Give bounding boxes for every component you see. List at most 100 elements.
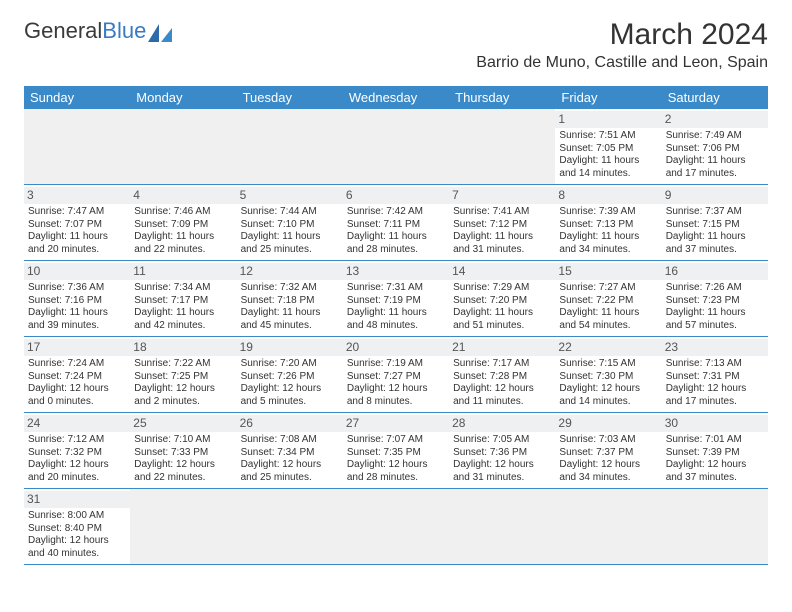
day-number: 10 [24, 263, 130, 280]
day-cell: 18Sunrise: 7:22 AMSunset: 7:25 PMDayligh… [130, 337, 236, 413]
day-sunset: Sunset: 7:34 PM [241, 447, 339, 460]
day-cell: 15Sunrise: 7:27 AMSunset: 7:22 PMDayligh… [555, 261, 661, 337]
day-sunrise: Sunrise: 7:34 AM [134, 282, 232, 295]
day-daylight: Daylight: 11 hours and 31 minutes. [453, 231, 551, 256]
day-sunset: Sunset: 7:31 PM [666, 371, 764, 384]
day-sunset: Sunset: 7:30 PM [559, 371, 657, 384]
day-sunrise: Sunrise: 7:29 AM [453, 282, 551, 295]
day-sunset: Sunset: 7:22 PM [559, 295, 657, 308]
day-cell: 3Sunrise: 7:47 AMSunset: 7:07 PMDaylight… [24, 185, 130, 261]
day-number: 19 [237, 339, 343, 356]
day-number: 15 [555, 263, 661, 280]
calendar-week-row: 17Sunrise: 7:24 AMSunset: 7:24 PMDayligh… [24, 337, 768, 413]
day-sunset: Sunset: 7:26 PM [241, 371, 339, 384]
day-daylight: Daylight: 11 hours and 25 minutes. [241, 231, 339, 256]
day-sunrise: Sunrise: 7:20 AM [241, 358, 339, 371]
day-sunset: Sunset: 7:23 PM [666, 295, 764, 308]
day-sunset: Sunset: 7:06 PM [666, 143, 764, 156]
day-cell: 29Sunrise: 7:03 AMSunset: 7:37 PMDayligh… [555, 413, 661, 489]
calendar-body: 1Sunrise: 7:51 AMSunset: 7:05 PMDaylight… [24, 109, 768, 565]
day-sunrise: Sunrise: 7:19 AM [347, 358, 445, 371]
day-daylight: Daylight: 11 hours and 51 minutes. [453, 307, 551, 332]
day-number: 26 [237, 415, 343, 432]
day-sunrise: Sunrise: 7:22 AM [134, 358, 232, 371]
day-sunset: Sunset: 7:19 PM [347, 295, 445, 308]
empty-cell [449, 489, 555, 565]
day-daylight: Daylight: 11 hours and 48 minutes. [347, 307, 445, 332]
calendar-week-row: 24Sunrise: 7:12 AMSunset: 7:32 PMDayligh… [24, 413, 768, 489]
day-sunrise: Sunrise: 7:37 AM [666, 206, 764, 219]
day-daylight: Daylight: 12 hours and 2 minutes. [134, 383, 232, 408]
day-sunrise: Sunrise: 7:39 AM [559, 206, 657, 219]
day-daylight: Daylight: 11 hours and 14 minutes. [559, 155, 657, 180]
day-daylight: Daylight: 11 hours and 45 minutes. [241, 307, 339, 332]
day-sunrise: Sunrise: 7:47 AM [28, 206, 126, 219]
day-sunrise: Sunrise: 7:08 AM [241, 434, 339, 447]
header: GeneralBlue March 2024 Barrio de Muno, C… [0, 0, 792, 78]
day-cell: 16Sunrise: 7:26 AMSunset: 7:23 PMDayligh… [662, 261, 768, 337]
day-number: 24 [24, 415, 130, 432]
day-sunset: Sunset: 7:28 PM [453, 371, 551, 384]
day-daylight: Daylight: 11 hours and 54 minutes. [559, 307, 657, 332]
day-number: 20 [343, 339, 449, 356]
day-daylight: Daylight: 11 hours and 20 minutes. [28, 231, 126, 256]
day-sunset: Sunset: 7:24 PM [28, 371, 126, 384]
weekday-header: Wednesday [343, 86, 449, 109]
day-sunset: Sunset: 7:11 PM [347, 219, 445, 232]
day-cell: 10Sunrise: 7:36 AMSunset: 7:16 PMDayligh… [24, 261, 130, 337]
weekday-header: Tuesday [237, 86, 343, 109]
weekday-header: Saturday [662, 86, 768, 109]
day-number: 2 [662, 111, 768, 128]
day-number: 30 [662, 415, 768, 432]
month-title: March 2024 [476, 18, 768, 52]
calendar-week-row: 31Sunrise: 8:00 AMSunset: 8:40 PMDayligh… [24, 489, 768, 565]
day-number: 8 [555, 187, 661, 204]
day-number: 22 [555, 339, 661, 356]
day-sunset: Sunset: 7:17 PM [134, 295, 232, 308]
location: Barrio de Muno, Castille and Leon, Spain [476, 54, 768, 72]
calendar-week-row: 3Sunrise: 7:47 AMSunset: 7:07 PMDaylight… [24, 185, 768, 261]
day-daylight: Daylight: 12 hours and 5 minutes. [241, 383, 339, 408]
day-cell: 20Sunrise: 7:19 AMSunset: 7:27 PMDayligh… [343, 337, 449, 413]
day-daylight: Daylight: 12 hours and 14 minutes. [559, 383, 657, 408]
day-cell: 22Sunrise: 7:15 AMSunset: 7:30 PMDayligh… [555, 337, 661, 413]
day-daylight: Daylight: 12 hours and 37 minutes. [666, 459, 764, 484]
day-sunrise: Sunrise: 7:17 AM [453, 358, 551, 371]
day-sunset: Sunset: 7:32 PM [28, 447, 126, 460]
day-sunset: Sunset: 7:16 PM [28, 295, 126, 308]
empty-cell [662, 489, 768, 565]
weekday-header: Thursday [449, 86, 555, 109]
day-number: 18 [130, 339, 236, 356]
empty-cell [237, 109, 343, 185]
day-daylight: Daylight: 12 hours and 31 minutes. [453, 459, 551, 484]
day-number: 12 [237, 263, 343, 280]
day-sunrise: Sunrise: 7:01 AM [666, 434, 764, 447]
day-daylight: Daylight: 11 hours and 22 minutes. [134, 231, 232, 256]
day-sunset: Sunset: 7:35 PM [347, 447, 445, 460]
day-sunset: Sunset: 7:07 PM [28, 219, 126, 232]
day-sunset: Sunset: 7:18 PM [241, 295, 339, 308]
day-cell: 14Sunrise: 7:29 AMSunset: 7:20 PMDayligh… [449, 261, 555, 337]
day-sunrise: Sunrise: 7:03 AM [559, 434, 657, 447]
day-sunrise: Sunrise: 7:49 AM [666, 130, 764, 143]
day-number: 11 [130, 263, 236, 280]
empty-cell [449, 109, 555, 185]
day-cell: 24Sunrise: 7:12 AMSunset: 7:32 PMDayligh… [24, 413, 130, 489]
day-cell: 27Sunrise: 7:07 AMSunset: 7:35 PMDayligh… [343, 413, 449, 489]
day-cell: 25Sunrise: 7:10 AMSunset: 7:33 PMDayligh… [130, 413, 236, 489]
day-daylight: Daylight: 11 hours and 17 minutes. [666, 155, 764, 180]
day-sunrise: Sunrise: 7:42 AM [347, 206, 445, 219]
day-sunset: Sunset: 7:12 PM [453, 219, 551, 232]
day-number: 16 [662, 263, 768, 280]
calendar-head: SundayMondayTuesdayWednesdayThursdayFrid… [24, 86, 768, 109]
logo: GeneralBlue [24, 18, 172, 44]
day-number: 1 [555, 111, 661, 128]
day-daylight: Daylight: 11 hours and 39 minutes. [28, 307, 126, 332]
day-sunrise: Sunrise: 7:31 AM [347, 282, 445, 295]
empty-cell [237, 489, 343, 565]
empty-cell [343, 109, 449, 185]
day-sunset: Sunset: 7:05 PM [559, 143, 657, 156]
empty-cell [555, 489, 661, 565]
day-daylight: Daylight: 11 hours and 57 minutes. [666, 307, 764, 332]
day-cell: 30Sunrise: 7:01 AMSunset: 7:39 PMDayligh… [662, 413, 768, 489]
